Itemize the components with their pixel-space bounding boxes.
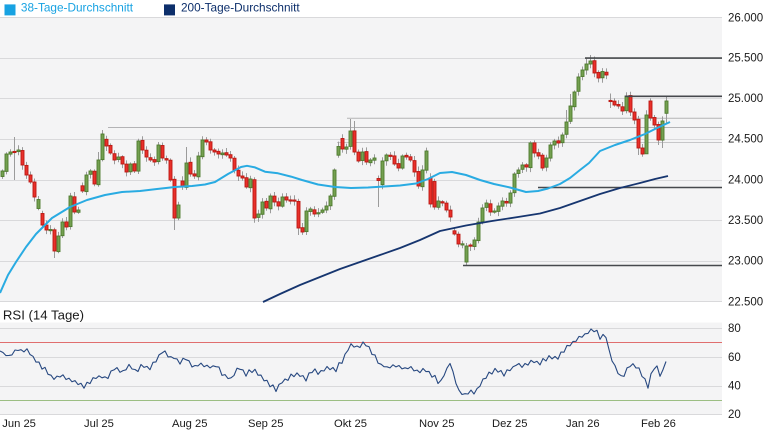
svg-text:26.000: 26.000: [728, 13, 763, 25]
svg-text:Aug 25: Aug 25: [172, 418, 207, 430]
svg-text:RSI (14 Tage): RSI (14 Tage): [3, 308, 84, 323]
svg-text:40: 40: [728, 381, 741, 393]
svg-text:80: 80: [728, 323, 741, 335]
svg-text:24.000: 24.000: [728, 174, 763, 186]
svg-text:Jan 26: Jan 26: [566, 418, 600, 430]
svg-text:22.500: 22.500: [728, 296, 763, 308]
svg-text:20: 20: [728, 409, 741, 421]
svg-text:Nov 25: Nov 25: [419, 418, 454, 430]
svg-text:Okt 25: Okt 25: [334, 418, 367, 430]
svg-text:Jun 25: Jun 25: [2, 418, 36, 430]
svg-text:Feb 26: Feb 26: [641, 418, 676, 430]
svg-text:24.500: 24.500: [728, 134, 763, 146]
svg-text:Jul 25: Jul 25: [84, 418, 114, 430]
svg-text:Dez 25: Dez 25: [492, 418, 527, 430]
svg-text:25.500: 25.500: [728, 53, 763, 65]
svg-text:200-Tage-Durchschnitt: 200-Tage-Durchschnitt: [181, 1, 300, 15]
svg-text:38-Tage-Durchschnitt: 38-Tage-Durchschnitt: [21, 1, 134, 15]
svg-text:23.000: 23.000: [728, 256, 763, 268]
svg-text:Sep 25: Sep 25: [248, 418, 283, 430]
svg-text:60: 60: [728, 352, 741, 364]
svg-text:25.000: 25.000: [728, 93, 763, 105]
svg-text:23.500: 23.500: [728, 215, 763, 227]
